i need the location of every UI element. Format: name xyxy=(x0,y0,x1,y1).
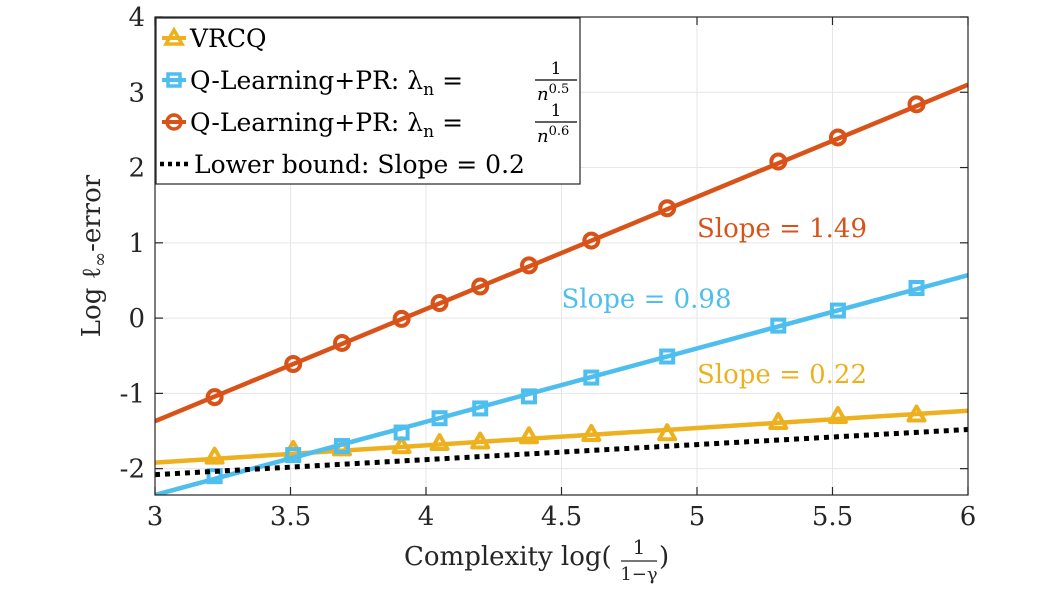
legend-marker-circle-icon xyxy=(165,113,183,131)
legend-label-qlearning-05-den-exp: 0.5 xyxy=(549,82,570,97)
y-tick-label-0: -2 xyxy=(120,455,145,485)
legend-entry-lower-bound: Lower bound: Slope = 0.2 xyxy=(160,150,525,179)
legend-label-qlearning-05-den-base: n xyxy=(537,84,549,105)
series-2-point-5 xyxy=(471,277,490,296)
y-axis-label-tail: -error xyxy=(77,174,107,252)
x-axis-label-frac-num: 1 xyxy=(633,535,646,559)
series-1-point-1 xyxy=(285,447,302,464)
y-tick-label-6: 4 xyxy=(128,3,145,33)
series-1-point-2 xyxy=(333,438,350,455)
legend-label-qlearning-06-den-exp: 0.6 xyxy=(549,124,570,139)
series-0-point-9 xyxy=(768,411,789,430)
series-1-point-8 xyxy=(659,348,676,365)
series-2-point-9 xyxy=(769,152,788,171)
x-axis-label-text: Complexity log( xyxy=(404,542,612,572)
x-tick-label-6: 6 xyxy=(960,502,977,532)
svg-text:n0.6: n0.6 xyxy=(537,124,569,147)
legend-label-qlearning-06-eq: = xyxy=(442,108,463,137)
y-axis-label-sub: ∞ xyxy=(90,252,111,267)
annotation-1: Slope = 0.98 xyxy=(562,285,732,315)
y-tick-label-3: 1 xyxy=(128,229,145,259)
legend-marker-square-icon xyxy=(166,72,182,88)
series-2-point-1 xyxy=(284,355,303,374)
series-1-point-4 xyxy=(431,410,448,427)
series-1-point-6 xyxy=(520,388,537,405)
y-ticks: -2 -1 0 1 2 3 4 xyxy=(120,3,968,485)
svg-text:Q-Learning+PR: λn=: Q-Learning+PR: λn = xyxy=(190,108,463,142)
series-1-point-5 xyxy=(472,400,489,417)
legend-label-qlearning-05-prefix: Q-Learning+PR: λ xyxy=(190,66,423,95)
x-tick-label-4: 5 xyxy=(689,502,706,532)
annotation-0: Slope = 1.49 xyxy=(697,214,867,244)
x-axis-label: Complexity log( 1 1−γ ) xyxy=(404,535,669,585)
series-2-point-10 xyxy=(828,128,847,147)
series-1-point-9 xyxy=(770,317,787,334)
legend: VRCQ Q-Learning+PR: λn = 1 n0.5 Q-Learnin… xyxy=(155,17,581,185)
legend-entry-qlearning-05: Q-Learning+PR: λn = 1 n0.5 xyxy=(162,59,577,105)
legend-label-qlearning-05-sub: n xyxy=(423,80,434,100)
y-axis-label-main: Log ℓ xyxy=(77,267,107,337)
legend-entry-qlearning-06: Q-Learning+PR: λn = 1 n0.6 xyxy=(162,101,577,147)
series-1-point-3 xyxy=(393,424,410,441)
svg-text:Log ℓ∞-error: Log ℓ∞-error xyxy=(77,174,111,337)
series-2-point-3 xyxy=(392,309,411,328)
legend-label-qlearning-06-num: 1 xyxy=(551,101,562,121)
legend-label-qlearning-06-sub: n xyxy=(423,122,434,142)
series-1-point-11 xyxy=(908,279,925,296)
series-0-point-5 xyxy=(470,431,491,450)
y-tick-label-5: 3 xyxy=(128,78,145,108)
series-1-point-0 xyxy=(206,468,223,485)
series-2-point-6 xyxy=(519,256,538,275)
series-2-point-2 xyxy=(332,333,351,352)
series-0-point-4 xyxy=(429,433,450,452)
series-0-point-0 xyxy=(204,446,225,465)
x-tick-label-1: 3.5 xyxy=(270,502,311,532)
x-tick-label-5: 5.5 xyxy=(812,502,853,532)
series-2-point-11 xyxy=(907,95,926,114)
svg-text:n0.5: n0.5 xyxy=(537,82,569,105)
series-1-point-10 xyxy=(829,302,846,319)
legend-box xyxy=(155,17,581,185)
svg-text:Q-Learning+PR: λn=: Q-Learning+PR: λn = xyxy=(190,66,463,100)
x-tick-label-3: 4.5 xyxy=(541,502,582,532)
legend-label-qlearning-06-prefix: Q-Learning+PR: λ xyxy=(190,108,423,137)
series-0-point-10 xyxy=(827,405,848,424)
legend-label-vrcq: VRCQ xyxy=(189,24,267,53)
series-group xyxy=(155,82,968,495)
series-2-point-4 xyxy=(430,294,449,313)
y-tick-label-2: 0 xyxy=(128,304,145,334)
series-2 xyxy=(155,82,968,424)
legend-label-lower-bound: Lower bound: Slope = 0.2 xyxy=(194,150,525,179)
legend-label-qlearning-05-num: 1 xyxy=(551,59,562,79)
series-1 xyxy=(155,273,968,495)
legend-marker-triangle-icon xyxy=(162,26,186,46)
y-axis-label: Log ℓ∞-error xyxy=(77,174,111,337)
y-tick-label-1: -1 xyxy=(120,379,145,409)
y-tick-label-4: 2 xyxy=(128,154,145,184)
x-tick-label-2: 4 xyxy=(418,502,435,532)
annotation-2: Slope = 0.22 xyxy=(697,360,867,390)
x-ticks: 3 3.5 4 4.5 5 5.5 6 xyxy=(147,17,977,532)
legend-label-qlearning-06-den-base: n xyxy=(537,126,549,147)
series-0-point-8 xyxy=(657,423,678,442)
series-0-point-11 xyxy=(906,404,927,423)
x-tick-label-0: 3 xyxy=(147,502,164,532)
series-0-point-7 xyxy=(581,424,602,443)
series-2-point-7 xyxy=(582,231,601,250)
series-0 xyxy=(155,404,968,465)
series-0-point-6 xyxy=(518,426,539,445)
x-axis-label-frac-den: 1−γ xyxy=(620,564,657,585)
series-2-point-0 xyxy=(205,388,224,407)
legend-entry-vrcq: VRCQ xyxy=(162,24,267,53)
series-2-point-8 xyxy=(658,199,677,218)
annotations-group: Slope = 1.49 Slope = 0.98 Slope = 0.22 xyxy=(562,214,868,390)
series-0-point-3 xyxy=(391,436,412,455)
series-1-point-7 xyxy=(583,369,600,386)
legend-label-qlearning-05-eq: = xyxy=(442,66,463,95)
x-axis-label-close: ) xyxy=(659,542,669,572)
